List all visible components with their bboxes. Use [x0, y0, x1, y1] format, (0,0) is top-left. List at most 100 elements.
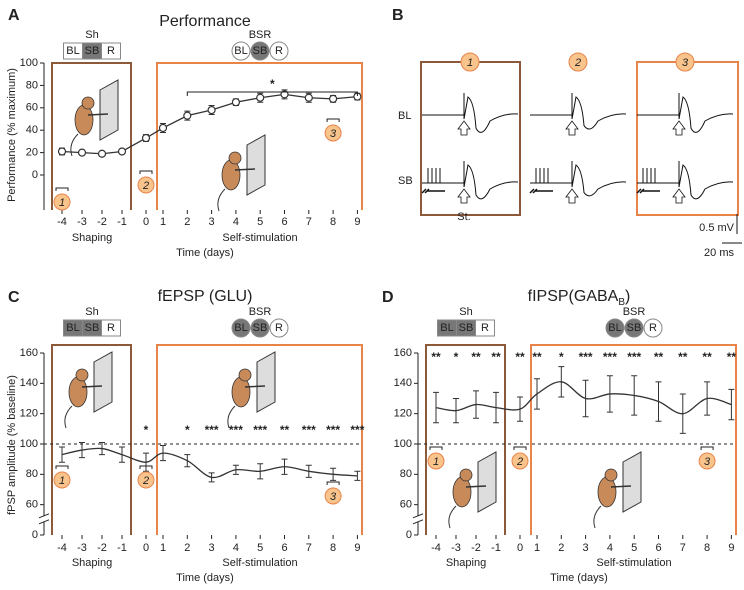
significance-bracket	[186, 91, 358, 96]
condition-circle	[269, 318, 289, 338]
error-bar	[232, 464, 239, 475]
title-text: fEPSP (GLU)	[158, 288, 253, 305]
condition-label: R	[275, 45, 283, 57]
point-bracket	[55, 187, 69, 191]
condition-label: BL	[234, 45, 247, 57]
point-bracket	[326, 481, 340, 485]
data-point	[256, 93, 265, 102]
x-tick-label: 8	[330, 216, 336, 228]
point-label: 3	[704, 456, 711, 468]
mouse-body	[74, 104, 94, 136]
mouse-tail	[64, 405, 73, 429]
error-bar	[728, 388, 735, 421]
error-bar	[517, 396, 523, 422]
significance-star: **	[515, 350, 525, 364]
error-bar	[473, 390, 479, 419]
x-tick-label: 2	[558, 542, 564, 554]
x-tick-label: -2	[471, 542, 481, 554]
error-bar	[79, 441, 85, 459]
y-tick-label: 80	[26, 468, 38, 480]
x-tick-label: 4	[233, 542, 239, 554]
lever-panel	[99, 79, 119, 141]
data-point	[231, 98, 240, 107]
error-bar	[143, 452, 149, 472]
condition-circle	[643, 318, 663, 338]
point-marker	[698, 452, 716, 470]
group-label: Self-stimulation	[222, 232, 297, 244]
x-tick-label: 1	[160, 216, 166, 228]
condition-label: SB	[627, 322, 642, 334]
scale-y-label: 0.5 mV	[699, 222, 735, 234]
column-label: 2	[574, 57, 581, 69]
trace	[530, 93, 627, 130]
x-tick-label: 6	[281, 216, 287, 228]
stim-bar	[636, 188, 660, 194]
point-label: 1	[59, 197, 65, 209]
condition-box	[101, 42, 121, 60]
condition-label: BL	[66, 45, 79, 57]
point-bracket	[513, 446, 527, 450]
lever-panel	[256, 351, 276, 413]
y-tick-label: 120	[394, 408, 412, 420]
x-tick-label: 1	[160, 542, 166, 554]
group-label: Shaping	[446, 557, 486, 569]
mouse-arm	[244, 385, 266, 388]
x-tick-label: 3	[209, 542, 215, 554]
condition-label: BL	[608, 322, 621, 334]
x-tick-label: 6	[655, 542, 661, 554]
y-tick-label: 160	[394, 347, 412, 359]
condition-circle	[605, 318, 625, 338]
x-axis-label: Time (days)	[176, 572, 234, 584]
y-tick-label: 140	[394, 377, 412, 389]
series-line	[61, 447, 358, 479]
stim-arrow	[457, 120, 471, 136]
x-tick-label: -3	[451, 542, 461, 554]
column-marker	[675, 52, 695, 72]
phase-label: Sh	[459, 306, 472, 318]
significance-star: *	[144, 423, 149, 437]
trace-box-self-stim	[636, 61, 739, 216]
significance-star: **	[678, 350, 688, 364]
group-label: Self-stimulation	[596, 557, 671, 569]
shaping-box	[51, 62, 132, 210]
mouse-tail	[448, 505, 457, 529]
x-tick-label: -4	[431, 542, 441, 554]
error-bar	[305, 464, 312, 478]
significance-star: ***	[253, 423, 267, 437]
significance-star: ***	[205, 423, 219, 437]
condition-circle	[250, 41, 270, 61]
point-marker	[511, 452, 529, 470]
mouse-head	[81, 96, 95, 110]
significance-star: ***	[229, 423, 243, 437]
condition-label: SB	[253, 45, 268, 57]
condition-label: R	[107, 322, 115, 334]
y-tick-label: 0	[32, 169, 38, 181]
group-label: Shaping	[72, 232, 112, 244]
condition-box	[475, 319, 495, 337]
y-tick-label: 120	[20, 408, 38, 420]
condition-label: SB	[85, 45, 100, 57]
data-point	[329, 94, 338, 103]
stim-train	[642, 168, 656, 183]
phase-label: Sh	[85, 29, 98, 41]
point-marker	[137, 471, 155, 489]
error-bar	[281, 458, 288, 475]
y-tick-label: 60	[26, 102, 38, 114]
mouse-tail	[227, 405, 236, 429]
significance-star: **	[280, 423, 290, 437]
mouse-body	[68, 376, 88, 408]
lever-panel	[477, 451, 497, 513]
chart-title: fEPSP (GLU)	[158, 288, 253, 305]
significance-star: **	[702, 350, 712, 364]
x-tick-label: -3	[77, 216, 87, 228]
condition-circle	[269, 41, 289, 61]
x-tick-label: 1	[534, 542, 540, 554]
error-bar	[119, 446, 125, 463]
condition-label: BL	[66, 322, 79, 334]
stim-train	[535, 168, 549, 183]
condition-label: R	[275, 322, 283, 334]
mouse-arm	[81, 385, 103, 388]
mouse-head	[604, 468, 618, 482]
error-bar	[184, 454, 191, 468]
x-tick-label: -2	[97, 216, 107, 228]
